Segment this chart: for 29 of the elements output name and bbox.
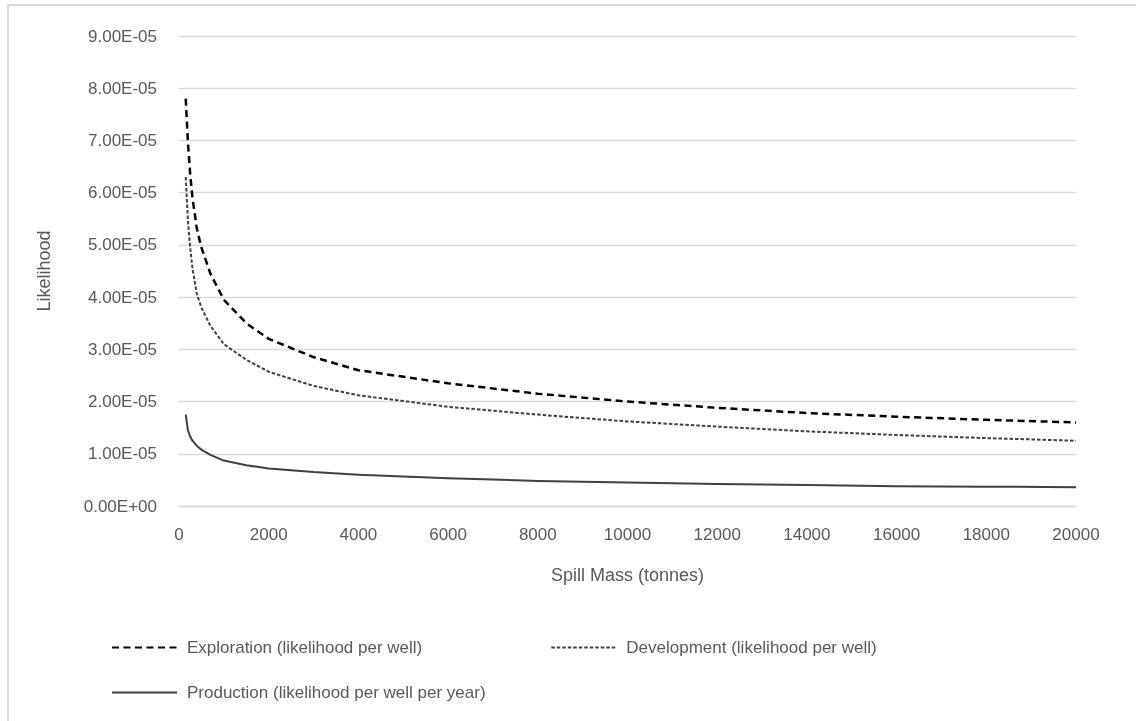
y-tick-label: 3.00E-05 <box>88 339 157 359</box>
legend-label: Production (likelihood per well per year) <box>187 683 486 702</box>
x-tick-label: 8000 <box>518 525 557 544</box>
y-tick-label: 9.00E-05 <box>88 26 157 46</box>
x-axis-title: Spill Mass (tonnes) <box>550 565 705 585</box>
y-tick-label: 5.00E-05 <box>88 235 157 255</box>
y-tick-label: 2.00E-05 <box>88 392 157 412</box>
line-series <box>184 176 1077 442</box>
x-tick-label: 16000 <box>872 525 921 544</box>
x-tick-label: 12000 <box>693 525 741 544</box>
x-tick-label: 0 <box>174 525 184 544</box>
x-tick-label: 14000 <box>783 525 831 544</box>
y-tick-label: 4.00E-05 <box>88 287 157 307</box>
x-tick-label: 10000 <box>603 525 652 544</box>
y-tick-label: 6.00E-05 <box>88 183 157 203</box>
y-tick-label: 7.00E-05 <box>88 130 157 150</box>
x-tick-label: 4000 <box>339 525 378 544</box>
x-tick-label: 6000 <box>429 525 468 544</box>
line-series <box>184 413 1077 489</box>
x-tick-label: 20000 <box>1052 525 1100 544</box>
legend-label: Exploration (likelihood per well) <box>187 638 423 657</box>
legend-label: Development (likelihood per well) <box>626 638 877 657</box>
y-axis-title: Likelihood <box>34 230 54 312</box>
line-series <box>184 97 1078 424</box>
y-tick-label: 8.00E-05 <box>88 78 157 98</box>
y-tick-label: 0.00E+00 <box>83 496 157 516</box>
x-tick-label: 2000 <box>249 525 288 544</box>
x-tick-label: 18000 <box>962 525 1010 544</box>
y-tick-label: 1.00E-05 <box>88 444 157 464</box>
